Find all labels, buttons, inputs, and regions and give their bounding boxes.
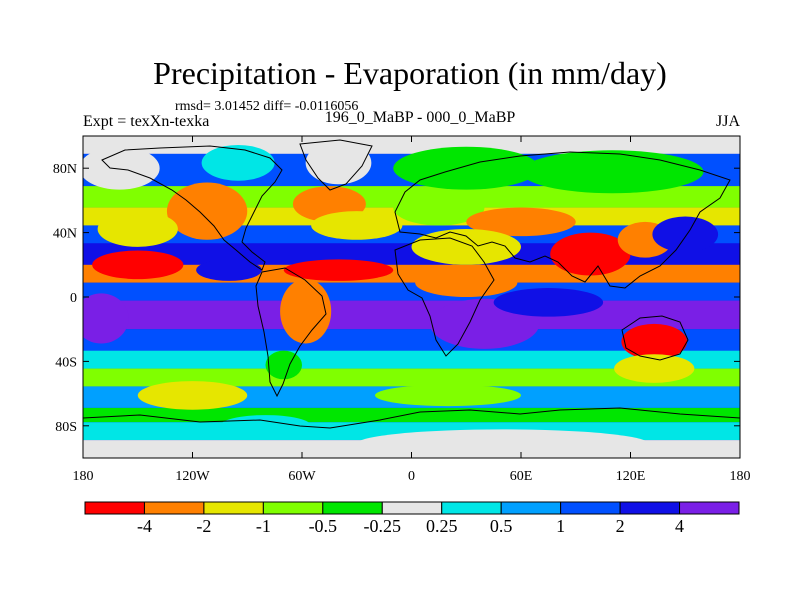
- x-tick-label: 180: [73, 469, 94, 484]
- colorbar-label: -4: [137, 516, 152, 536]
- y-tick-label: 40N: [53, 227, 77, 242]
- field-region: [97, 211, 178, 247]
- colorbar-label: 4: [675, 516, 684, 536]
- field-region: [280, 279, 332, 344]
- field-region: [375, 384, 521, 407]
- x-tick-label: 120W: [175, 469, 210, 484]
- stats-label: rmsd= 3.01452 diff= -0.0116056: [175, 99, 358, 114]
- colorbar-swatch: [679, 501, 740, 515]
- field-region: [92, 250, 184, 280]
- colorbar-swatch: [84, 501, 145, 515]
- field-region: [265, 350, 302, 380]
- field-region: [201, 144, 275, 181]
- colorbar-swatch: [203, 501, 264, 515]
- field-region: [493, 288, 604, 317]
- coastline-africa: [394, 237, 495, 357]
- coastline-north-america: [101, 145, 283, 271]
- field-region: [621, 323, 688, 360]
- field-region: [614, 354, 695, 383]
- colorbar-label: 1: [556, 516, 565, 536]
- field-region: [196, 259, 262, 281]
- y-axis: 80N 40N 0 40S 80S: [53, 162, 740, 435]
- field-region: [393, 189, 485, 226]
- field-region: [356, 429, 649, 458]
- field-region: [305, 141, 372, 185]
- colorbar-label: -0.25: [364, 516, 402, 536]
- x-tick-label: 60E: [510, 469, 533, 484]
- field-region: [101, 284, 266, 299]
- season-label: JJA: [716, 113, 740, 130]
- colorbar-swatch: [441, 501, 502, 515]
- field-region: [137, 381, 248, 410]
- colorbar-label: 0.25: [426, 516, 458, 536]
- field-region: [550, 232, 631, 276]
- field-region: [83, 146, 160, 190]
- x-tick-label: 180: [730, 469, 751, 484]
- field-region: [83, 293, 129, 344]
- y-tick-label: 40S: [55, 355, 77, 370]
- coastline-greenland: [299, 139, 373, 191]
- field-region: [283, 259, 394, 281]
- field-region: [311, 211, 403, 240]
- colorbar: -4 -2 -1 -0.5 -0.25 0.25 0.5 1 2 4: [84, 501, 740, 536]
- colorbar-swatch: [322, 501, 383, 515]
- colorbar-label: -1: [256, 516, 271, 536]
- colorbar-label: -2: [196, 516, 211, 536]
- coastline-eurasia: [394, 151, 731, 289]
- x-axis: 180 120W 60W 0 60E 120E 180: [73, 136, 751, 484]
- colorbar-label: -0.5: [309, 516, 338, 536]
- coastlines: [83, 139, 740, 429]
- field-region: [415, 268, 518, 298]
- colorbar-swatch: [381, 501, 443, 515]
- colorbar-swatch: [619, 501, 681, 515]
- colorbar-label: 2: [616, 516, 625, 536]
- field-region: [166, 182, 248, 240]
- x-tick-label: 0: [408, 469, 415, 484]
- map-field: [83, 136, 740, 458]
- colorbar-swatch: [500, 501, 562, 515]
- field-region: [652, 216, 719, 253]
- coastline-australia: [621, 315, 689, 361]
- chart-title: Precipitation - Evaporation (in mm/day): [153, 55, 667, 91]
- field-band: [83, 368, 740, 387]
- colorbar-swatch: [560, 501, 621, 515]
- colorbar-swatch: [262, 501, 324, 515]
- experiment-label: Expt = texXn-texka: [83, 113, 209, 130]
- field-band: [83, 350, 740, 369]
- coastline-south-america: [255, 267, 327, 398]
- x-tick-label: 120E: [616, 469, 646, 484]
- y-tick-label: 80N: [53, 162, 77, 177]
- field-band: [83, 300, 740, 330]
- field-region: [393, 146, 540, 190]
- y-tick-label: 0: [70, 291, 77, 306]
- difference-label: 196_0_MaBP - 000_0_MaBP: [325, 109, 516, 126]
- y-tick-label: 80S: [55, 420, 77, 435]
- field-region: [411, 229, 521, 265]
- field-band: [83, 329, 740, 351]
- x-tick-label: 60W: [288, 469, 316, 484]
- coastline-antarctica: [83, 407, 740, 429]
- colorbar-label: 0.5: [490, 516, 513, 536]
- field-region: [521, 150, 704, 194]
- field-region: [466, 207, 576, 237]
- colorbar-swatch: [143, 501, 205, 515]
